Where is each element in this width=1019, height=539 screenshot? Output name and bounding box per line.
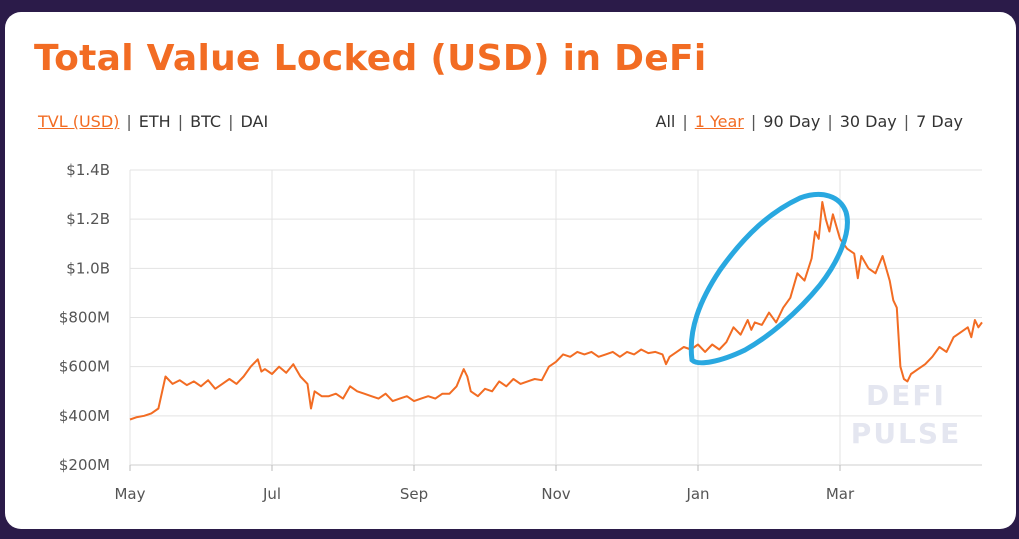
y-tick-label: $1.4B (66, 161, 110, 179)
x-tick-label: Jul (262, 485, 281, 503)
x-tick-label: Jan (685, 485, 709, 503)
toggle-eth[interactable]: ETH (138, 112, 171, 131)
toggle-separator: | (682, 112, 688, 131)
range-90-day[interactable]: 90 Day (763, 112, 821, 131)
x-tick-label: Sep (400, 485, 428, 503)
y-tick-label: $200M (59, 456, 110, 474)
y-axis: $200M $400M $600M $800M $1.0B $1.2B $1.4B (59, 161, 110, 474)
currency-toggle-group: TVL (USD) | ETH | BTC | DAI (38, 112, 268, 131)
range-7-day[interactable]: 7 Day (916, 112, 963, 131)
toggle-btc[interactable]: BTC (190, 112, 222, 131)
range-all[interactable]: All (655, 112, 676, 131)
y-tick-label: $600M (59, 358, 110, 376)
watermark-line-1: DEFI (866, 379, 946, 412)
watermark-line-2: PULSE (851, 417, 961, 450)
range-30-day[interactable]: 30 Day (839, 112, 897, 131)
x-tick-label: Mar (826, 485, 855, 503)
toggle-separator: | (126, 112, 132, 131)
y-tick-label: $400M (59, 407, 110, 425)
range-1-year[interactable]: 1 Year (694, 112, 744, 131)
toggle-separator: | (750, 112, 757, 131)
x-tick-label: May (114, 485, 145, 503)
toggle-separator: | (177, 112, 184, 131)
chart-card (5, 12, 1016, 529)
y-tick-label: $800M (59, 309, 110, 327)
page-title: Total Value Locked (USD) in DeFi (34, 38, 707, 79)
annotation-circle (688, 192, 850, 366)
range-toggle-group: All | 1 Year | 90 Day | 30 Day | 7 Day (656, 112, 964, 131)
toggle-separator: | (903, 112, 910, 131)
x-axis: May Jul Sep Nov Jan Mar (114, 485, 854, 503)
toggle-separator: | (228, 112, 234, 131)
toggle-tvl-usd[interactable]: TVL (USD) (38, 112, 120, 131)
x-tick-label: Nov (541, 485, 570, 503)
toggle-separator: | (827, 112, 833, 131)
tvl-series-line[interactable] (129, 201, 983, 421)
y-tick-label: $1.0B (66, 259, 110, 277)
y-tick-label: $1.2B (66, 210, 110, 228)
toggle-dai[interactable]: DAI (240, 112, 269, 131)
